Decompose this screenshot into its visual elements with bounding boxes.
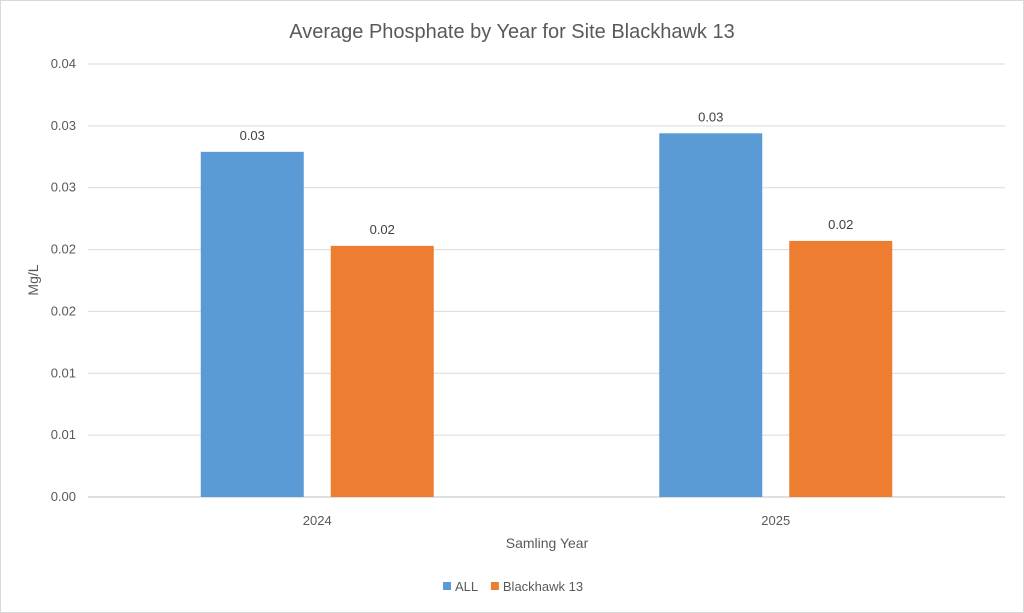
y-tick-label: 0.01 [51, 365, 76, 380]
y-tick-label: 0.03 [51, 180, 76, 195]
y-tick-label: 0.02 [51, 242, 76, 257]
bar-blackhawk-13-2025 [789, 240, 893, 497]
legend-swatch [490, 582, 499, 590]
bar-all-2024 [200, 151, 304, 497]
data-label: 0.02 [828, 217, 853, 232]
y-tick-label: 0.00 [51, 489, 76, 504]
y-axis-label: Mg/L [25, 264, 41, 295]
data-label: 0.03 [240, 128, 265, 143]
x-axis-label: Samling Year [506, 535, 589, 551]
chart-title: Average Phosphate by Year for Site Black… [289, 21, 734, 43]
x-tick-label: 2024 [303, 513, 332, 528]
data-label: 0.02 [370, 222, 395, 237]
y-tick-label: 0.02 [51, 303, 76, 318]
bar-all-2025 [659, 133, 763, 497]
bar-blackhawk-13-2024 [330, 245, 434, 497]
y-tick-label: 0.03 [51, 118, 76, 133]
legend-label: ALL [455, 579, 478, 594]
x-tick-label: 2025 [761, 513, 790, 528]
y-tick-label: 0.01 [51, 427, 76, 442]
legend-label: Blackhawk 13 [503, 579, 583, 594]
y-tick-label: 0.04 [51, 56, 76, 71]
legend-swatch [443, 582, 451, 590]
data-label: 0.03 [698, 109, 723, 124]
